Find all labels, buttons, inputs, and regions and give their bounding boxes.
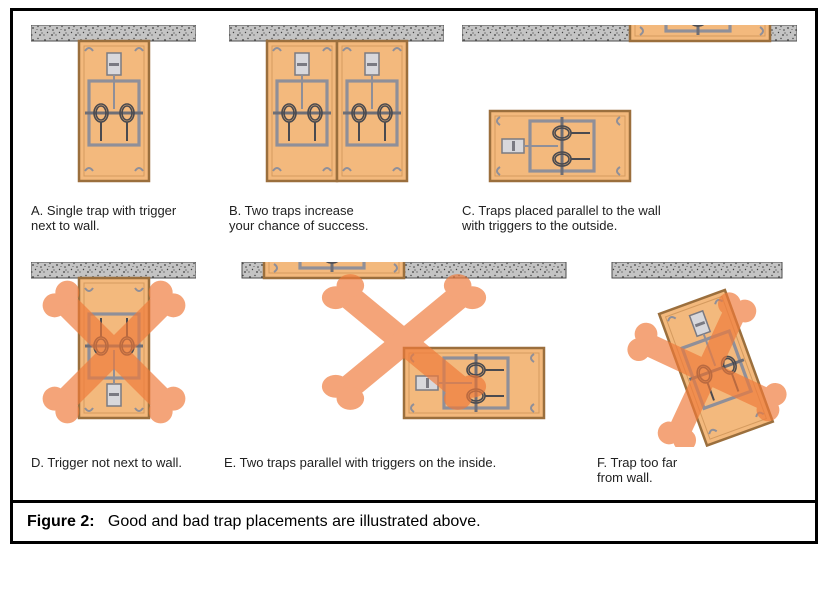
row-good: A. Single trap with trigger next to wall… [31, 25, 797, 234]
panel-c: C. Traps placed parallel to the wall wit… [462, 25, 797, 234]
panel-b-label: B. Two traps increase your chance of suc… [229, 204, 444, 234]
panel-e: E. Two traps parallel with triggers on t… [224, 262, 584, 471]
panel-c-illustration [462, 25, 797, 200]
figure-caption: Figure 2: Good and bad trap placements a… [10, 503, 818, 544]
panel-a: A. Single trap with trigger next to wall… [31, 25, 211, 234]
panel-d-illustration [31, 262, 211, 452]
panel-b: B. Two traps increase your chance of suc… [229, 25, 444, 234]
panel-f-illustration [597, 262, 797, 452]
panel-e-illustration [224, 262, 584, 452]
panel-f: F. Trap too far from wall. [597, 262, 797, 486]
figure-box: A. Single trap with trigger next to wall… [10, 8, 818, 503]
row-bad: D. Trigger not next to wall. E. [31, 262, 797, 486]
panel-c-label: C. Traps placed parallel to the wall wit… [462, 204, 797, 234]
caption-text: Good and bad trap placements are illustr… [108, 513, 481, 530]
panel-a-illustration [31, 25, 211, 200]
panel-e-label: E. Two traps parallel with triggers on t… [224, 456, 584, 471]
panel-f-label: F. Trap too far from wall. [597, 456, 797, 486]
panel-d-label: D. Trigger not next to wall. [31, 456, 211, 471]
panel-d: D. Trigger not next to wall. [31, 262, 211, 471]
panel-b-illustration [229, 25, 444, 200]
panel-a-label: A. Single trap with trigger next to wall… [31, 204, 211, 234]
caption-label: Figure 2: [27, 513, 95, 530]
